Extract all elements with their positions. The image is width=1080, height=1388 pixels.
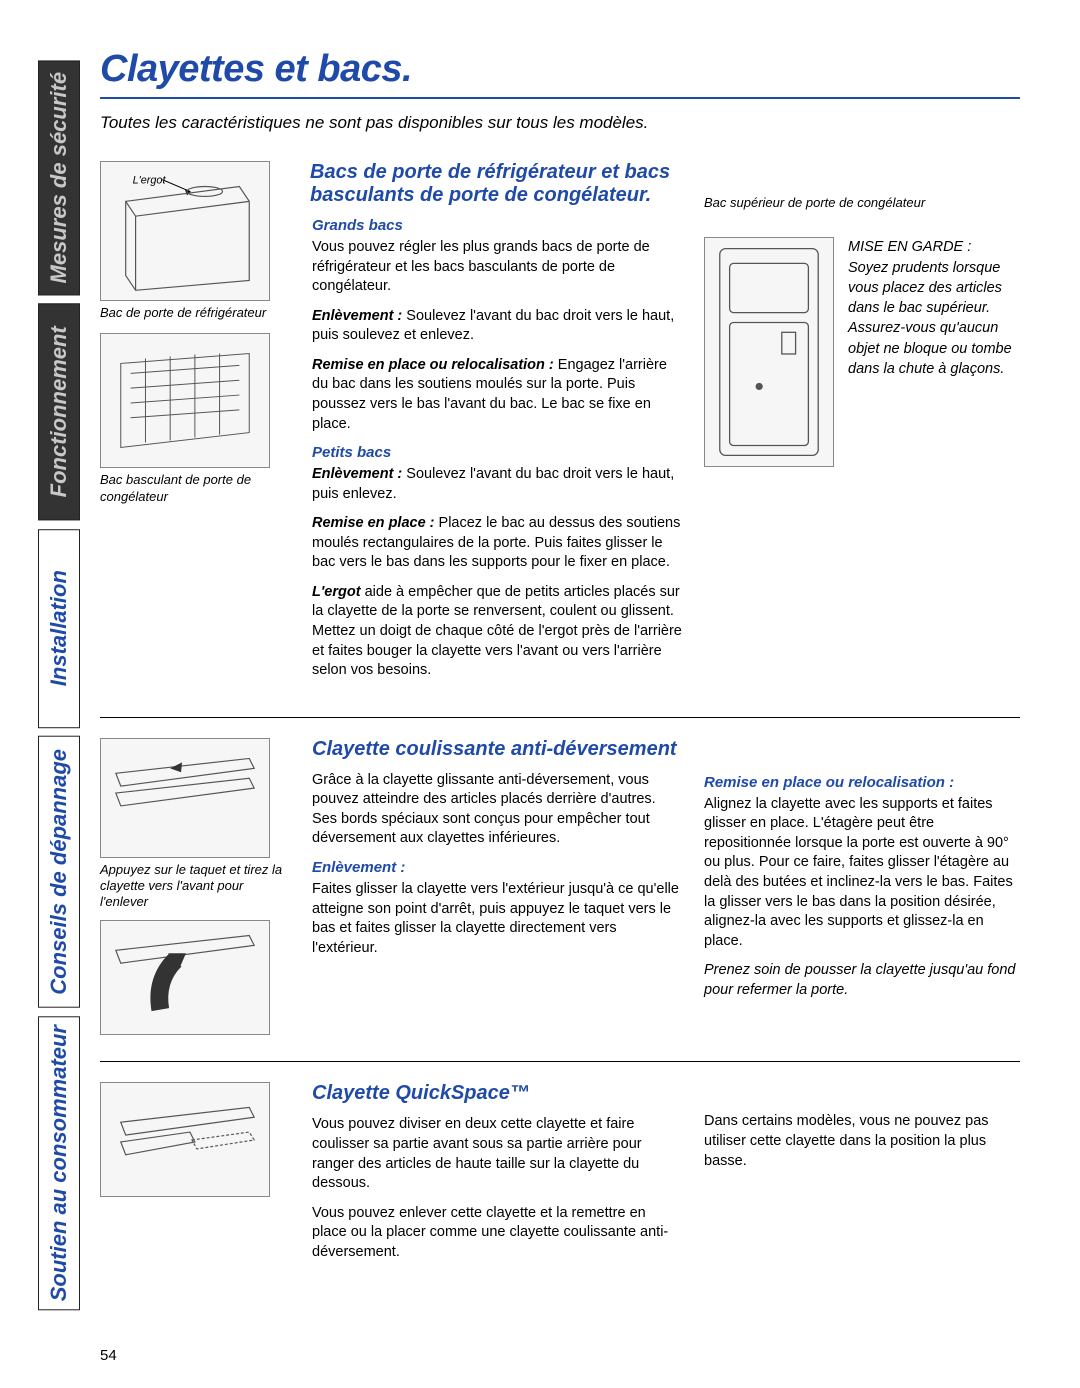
grands-bacs-p1: Vous pouvez régler les plus grands bacs … (312, 238, 682, 297)
figure-slide-caption: Appuyez sur le taquet et tirez la clayet… (100, 862, 290, 911)
tab-installation[interactable]: Installation (38, 529, 80, 728)
tab-soutien[interactable]: Soutien au consommateur (38, 1016, 80, 1310)
figure-freezer-top-caption: Bac supérieur de porte de congélateur (704, 195, 1020, 211)
section2-remise-heading: Remise en place ou relocalisation : (704, 774, 1020, 791)
figure-fridge-caption: Bac de porte de réfrigérateur (100, 305, 290, 321)
divider-1 (100, 717, 1020, 718)
petits-remise: Remise en place : Placez le bac au dessu… (312, 514, 682, 573)
figure-quickspace (100, 1082, 270, 1197)
figure-freezer-tilt-bin (100, 333, 270, 468)
ergot-text: L'ergot aide à empêcher que de petits ar… (312, 583, 682, 681)
section-bins: L'ergot Bac de porte de réfrigérateur (100, 161, 1020, 691)
section2-enlevement-text: Faites glisser la clayette vers l'extéri… (312, 880, 682, 958)
page-subtitle: Toutes les caractéristiques ne sont pas … (100, 113, 1020, 133)
warning-text: MISE EN GARDE : Soyez prudents lorsque v… (848, 237, 1020, 467)
ergot-label-text: L'ergot (133, 175, 167, 187)
figure-freezer-top-bin (704, 237, 834, 467)
section3-p1: Vous pouvez diviser en deux cette clayet… (312, 1115, 682, 1193)
grands-bacs-heading: Grands bacs (312, 217, 682, 234)
section-spillproof-shelf: Appuyez sur le taquet et tirez la clayet… (100, 738, 1020, 1036)
page-title: Clayettes et bacs. (100, 48, 1020, 99)
figure-slide-shelf-2 (100, 920, 270, 1035)
section2-p1: Grâce à la clayette glissante anti-déver… (312, 771, 682, 849)
section2-note: Prenez soin de pousser la clayette jusqu… (704, 961, 1020, 1000)
grands-remise: Remise en place ou relocalisation : Enga… (312, 356, 682, 434)
tab-securite[interactable]: Mesures de sécurité (38, 60, 80, 295)
petits-enlevement: Enlèvement : Soulevez l'avant du bac dro… (312, 465, 682, 504)
tab-depannage[interactable]: Conseils de dépannage (38, 736, 80, 1008)
figure-slide-shelf (100, 738, 270, 858)
side-nav-tabs: Mesures de sécurité Fonctionnement Insta… (38, 60, 80, 1310)
grands-enlevement: Enlèvement : Soulevez l'avant du bac dro… (312, 307, 682, 346)
section2-enlevement-heading: Enlèvement : (312, 859, 682, 876)
figure-fridge-door-bin: L'ergot (100, 161, 270, 301)
divider-2 (100, 1061, 1020, 1062)
section3-heading: Clayette QuickSpace™ (312, 1082, 682, 1105)
section2-remise-text: Alignez la clayette avec les supports et… (704, 795, 1020, 952)
tab-fonctionnement[interactable]: Fonctionnement (38, 303, 80, 520)
section-quickspace: Clayette QuickSpace™ Vous pouvez diviser… (100, 1082, 1020, 1272)
section3-p2: Vous pouvez enlever cette clayette et la… (312, 1204, 682, 1263)
section1-heading: Bacs de porte de réfrigérateur et bacs b… (310, 161, 682, 207)
petits-bacs-heading: Petits bacs (312, 444, 682, 461)
page-number: 54 (100, 1347, 117, 1364)
section3-right: Dans certains modèles, vous ne pouvez pa… (704, 1112, 1020, 1171)
section2-heading: Clayette coulissante anti-déversement (312, 738, 682, 761)
figure-freezer-caption: Bac basculant de porte de congélateur (100, 472, 290, 505)
